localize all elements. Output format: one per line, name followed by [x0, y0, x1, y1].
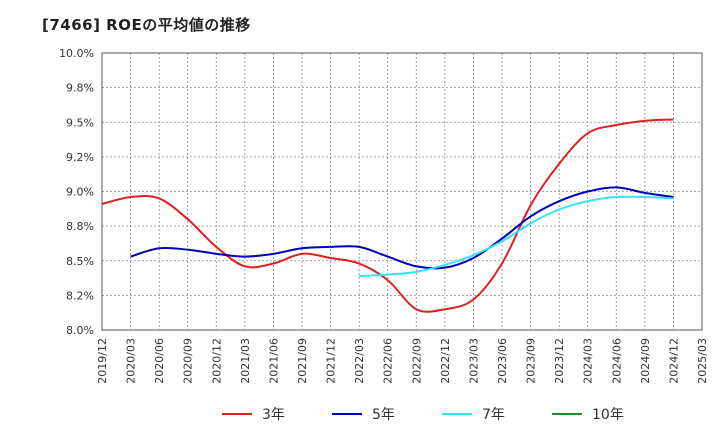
- y-tick-label: 9.0%: [66, 186, 94, 199]
- x-tick-label: 2021/06: [267, 338, 280, 384]
- legend: 3年 5年 7年 10年: [222, 407, 624, 423]
- x-tick-label: 2021/12: [325, 338, 338, 384]
- x-tick-label: 2024/09: [639, 338, 652, 384]
- legend-label: 5年: [372, 407, 395, 423]
- x-tick-label: 2022/03: [353, 338, 366, 384]
- x-tick-label: 2021/09: [296, 338, 309, 384]
- x-tick-label: 2023/06: [496, 338, 509, 384]
- x-tick-label: 2019/12: [96, 338, 109, 384]
- y-axis: 8.0% 8.2% 8.5% 8.8% 9.0% 9.2% 9.5% 9.8% 10.0%: [59, 47, 94, 337]
- chart-title: [7466] ROEの平均値の推移: [42, 16, 251, 34]
- series-line-5年: [130, 186, 674, 270]
- x-tick-label: 2023/09: [525, 338, 538, 384]
- x-tick-label: 2024/12: [667, 338, 680, 384]
- x-tick-label: 2020/06: [153, 338, 166, 384]
- legend-label: 7年: [482, 407, 505, 423]
- x-tick-label: 2024/03: [582, 338, 595, 384]
- grid-layer: [101, 52, 703, 331]
- series-layer: [101, 118, 674, 313]
- x-tick-label: 2025/03: [696, 338, 709, 384]
- y-tick-label: 8.0%: [66, 324, 94, 337]
- y-tick-label: 8.2%: [66, 289, 94, 302]
- x-tick-label: 2022/09: [410, 338, 423, 384]
- x-tick-label: 2021/03: [239, 338, 252, 384]
- plot-frame: [101, 52, 703, 331]
- x-tick-label: 2022/06: [382, 338, 395, 384]
- y-tick-label: 8.5%: [66, 255, 94, 268]
- x-tick-label: 2020/12: [210, 338, 223, 384]
- y-tick-label: 9.2%: [66, 151, 94, 164]
- x-axis: 2019/12 2020/03 2020/06 2020/09 2020/12 2021/…: [96, 338, 709, 384]
- x-tick-label: 2023/03: [467, 338, 480, 384]
- series-line-7年: [359, 195, 674, 277]
- y-tick-label: 10.0%: [59, 47, 94, 60]
- y-tick-label: 9.8%: [66, 82, 94, 95]
- x-tick-label: 2020/03: [125, 338, 138, 384]
- x-tick-label: 2023/12: [553, 338, 566, 384]
- x-tick-label: 2024/06: [610, 338, 623, 384]
- x-tick-label: 2020/09: [182, 338, 195, 384]
- legend-label: 3年: [262, 407, 285, 423]
- x-tick-label: 2022/12: [439, 338, 452, 384]
- y-tick-label: 8.8%: [66, 220, 94, 233]
- y-tick-label: 9.5%: [66, 116, 94, 129]
- series-line-3年: [101, 118, 674, 313]
- legend-label: 10年: [592, 407, 624, 423]
